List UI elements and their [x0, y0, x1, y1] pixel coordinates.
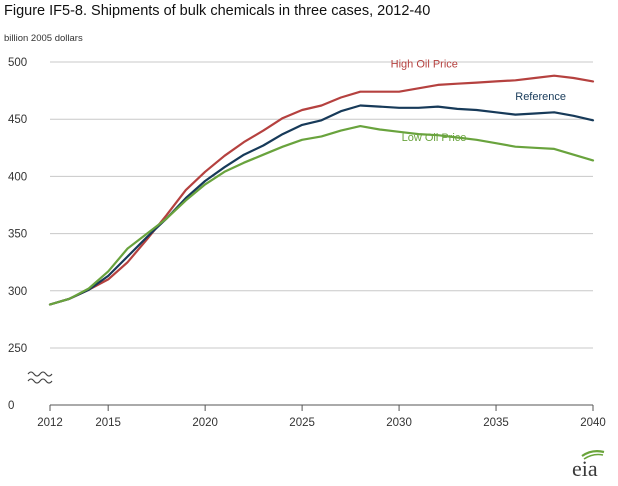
series-label-high: High Oil Price	[391, 59, 458, 71]
series-label-reference: Reference	[515, 91, 566, 103]
eia-logo: eia	[572, 450, 605, 480]
y-tick-label: 500	[8, 57, 27, 69]
series-labels: High Oil Price Reference Low Oil Price	[391, 59, 566, 144]
series-line-low	[48, 124, 595, 306]
x-tick-label: 2025	[289, 417, 315, 429]
x-tick-label: 2012	[37, 417, 63, 429]
chart-title: Figure IF5-8. Shipments of bulk chemical…	[4, 3, 431, 19]
series-label-low: Low Oil Price	[402, 132, 467, 144]
series-lines	[48, 74, 595, 306]
y-tick-label: 400	[8, 171, 27, 183]
axis-break-line	[27, 378, 53, 384]
y-tick-labels: 0 250 300 350 400 450 500	[8, 57, 27, 412]
series-line-reference	[48, 104, 595, 306]
axes	[49, 404, 594, 411]
axis-break-line	[27, 371, 53, 377]
x-tick-label: 2030	[386, 417, 412, 429]
y-tick-label: 300	[8, 286, 27, 298]
y-axis-units-label: billion 2005 dollars	[4, 33, 83, 44]
x-tick-labels: 2012 2015 2020 2025 2030 2035 2040	[37, 417, 606, 429]
series-line-high	[48, 74, 595, 306]
y-tick-label: 350	[8, 229, 27, 241]
x-tick-label: 2040	[580, 417, 606, 429]
x-tick-label: 2020	[192, 417, 218, 429]
eia-logo-arc	[581, 450, 605, 457]
x-tick-label: 2015	[95, 417, 121, 429]
x-tick-label: 2035	[483, 417, 509, 429]
axis-break-symbol	[27, 371, 53, 384]
eia-logo-arc	[583, 453, 604, 460]
y-tick-label: 450	[8, 114, 27, 126]
y-tick-label: 250	[8, 343, 27, 355]
eia-logo-text: eia	[572, 456, 598, 480]
y-tick-label: 0	[8, 400, 14, 412]
